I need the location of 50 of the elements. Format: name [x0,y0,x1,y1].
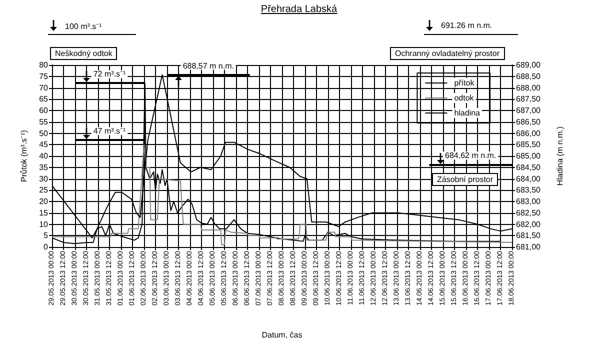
y2-tick-label: 686,50 [516,117,542,126]
y-tick-label: 30 [39,174,49,184]
y-tick-label: 25 [39,186,49,195]
y2-tick-label: 686,00 [516,128,542,138]
legend-label: odtok [454,94,475,102]
y2-tick-label: 685,50 [516,140,542,150]
legend-label: hladina [454,108,481,118]
y2-tick-label: 682,00 [516,220,542,229]
y2-tick-label: 682,50 [516,208,542,218]
y-tick-label: 45 [39,140,49,150]
ref-line-label: 688,57 m n.m. [182,61,234,70]
y2-tick-label: 687,00 [516,106,542,115]
y-tick-label: 55 [39,117,49,126]
y-tick-label: 15 [39,208,49,218]
y-tick-label: 70 [39,83,49,92]
y-tick-label: 60 [39,106,49,115]
y-tick-label: 20 [39,197,49,206]
y2-tick-label: 688,00 [516,83,542,92]
y-tick-label: 40 [39,152,49,160]
y-axis-title: Průtok (m³.s⁻¹) [20,130,28,182]
y2-tick-label: 688,50 [516,72,542,81]
y2-tick-label: 685,00 [516,152,542,160]
y-tick-label: 10 [39,220,49,229]
y-tick-label: 80 [39,60,49,70]
y2-tick-label: 681,00 [516,242,542,252]
x-axis-title: Datum, čas [262,330,302,340]
y-tick-label: 35 [39,162,49,172]
text: 100 m³.s⁻¹ [65,21,102,31]
annotation: Zásobní prostor [432,173,498,186]
y-tick-label: 65 [39,94,49,104]
y2-tick-label: 689,00 [516,60,542,70]
text: Neškodný odtok [50,47,118,60]
y2-axis-title: Hladina (m n.m.) [556,126,564,186]
y-tick-label: 5 [44,231,49,240]
legend-label: 72 m³.s⁻¹ [93,70,126,79]
y-tick-label: 0 [44,242,49,252]
y-tick-label: 75 [39,72,49,81]
chart-title: Přehrada Labská [260,4,338,15]
y2-tick-label: 683,00 [516,197,542,206]
y2-tick-label: 687,50 [516,94,542,104]
y2-tick-label: 681,50 [516,231,542,240]
legend-label: 684,62 m n.m. [445,151,496,160]
text: 691.26 m n.m. [441,21,492,30]
y2-tick-label: 684,00 [516,174,542,184]
text: Ochranný ovladatelný prostor [390,47,504,60]
y2-tick-label: 684,50 [516,162,542,172]
y-tick-label: 50 [39,128,49,138]
legend-label: přítok [454,78,476,88]
y2-tick-label: 683,50 [516,186,542,195]
legend-label: 47 m³.s⁻¹ [93,126,126,136]
